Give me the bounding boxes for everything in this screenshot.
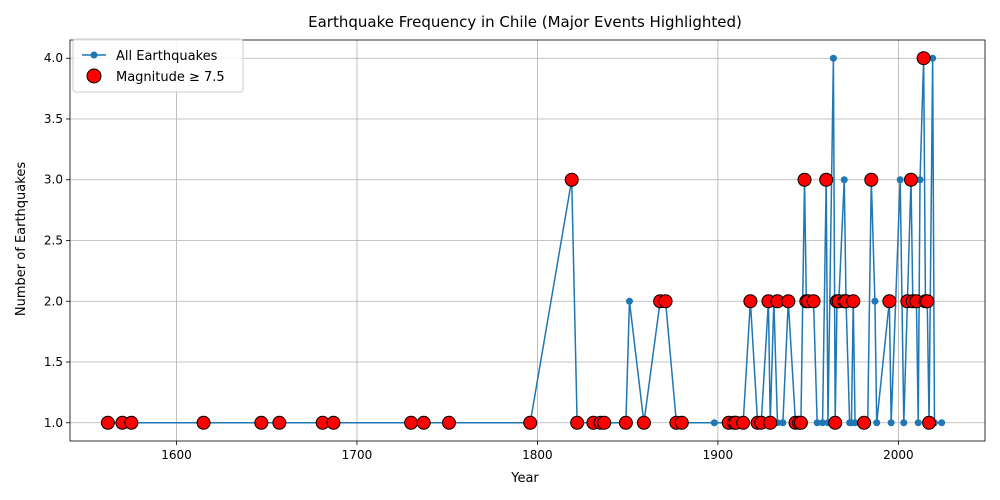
x-tick-label: 1900 [703, 448, 734, 462]
major-event-marker [674, 415, 689, 430]
major-event-marker [828, 415, 843, 430]
x-axis-ticks: 1600 1700 1800 1900 2000 [161, 441, 914, 462]
major-event-marker [793, 415, 808, 430]
data-point-all-earthquakes [710, 419, 718, 427]
y-tick-label: 2.0 [44, 294, 63, 308]
major-event-marker [597, 415, 612, 430]
data-point-all-earthquakes [873, 419, 881, 427]
major-event-marker [806, 294, 821, 309]
major-event-marker [864, 172, 879, 187]
legend-label-all: All Earthquakes [116, 49, 218, 64]
y-tick-label: 1.0 [44, 416, 63, 430]
y-tick-label: 4.0 [44, 51, 63, 65]
major-event-marker [124, 415, 139, 430]
data-point-all-earthquakes [916, 176, 924, 184]
data-point-all-earthquakes [813, 419, 821, 427]
y-axis-label: Number of Earthquakes [14, 162, 29, 316]
y-tick-label: 3.0 [44, 173, 63, 187]
major-event-marker [904, 172, 919, 187]
x-tick-label: 1700 [342, 448, 373, 462]
x-axis-label: Year [510, 471, 539, 486]
legend: All Earthquakes Magnitude ≥ 7.5 [72, 38, 244, 93]
x-tick-label: 1800 [522, 448, 553, 462]
data-point-all-earthquakes [896, 176, 904, 184]
major-event-marker [857, 415, 872, 430]
major-event-marker [882, 294, 897, 309]
major-event-marker [523, 415, 538, 430]
major-event-marker [196, 415, 211, 430]
major-event-marker [743, 294, 758, 309]
data-point-all-earthquakes [929, 54, 937, 62]
major-event-marker [920, 294, 935, 309]
y-tick-label: 1.5 [44, 355, 63, 369]
major-event-marker [404, 415, 419, 430]
data-point-all-earthquakes [829, 54, 837, 62]
x-tick-label: 2000 [883, 448, 914, 462]
data-point-all-earthquakes [914, 419, 922, 427]
data-point-all-earthquakes [625, 297, 633, 305]
major-event-marker [326, 415, 341, 430]
data-point-all-earthquakes [871, 297, 879, 305]
chart-title: Earthquake Frequency in Chile (Major Eve… [308, 13, 742, 31]
legend-label-major: Magnitude ≥ 7.5 [116, 70, 225, 85]
major-event-marker [763, 415, 778, 430]
data-point-all-earthquakes [887, 419, 895, 427]
y-tick-label: 2.5 [44, 234, 63, 248]
data-point-all-earthquakes [819, 419, 827, 427]
legend-box [72, 38, 244, 93]
legend-major-swatch [86, 68, 102, 84]
major-event-marker [618, 415, 633, 430]
major-event-marker [781, 294, 796, 309]
x-tick-label: 1600 [161, 448, 192, 462]
data-point-all-earthquakes [779, 419, 787, 427]
legend-point-swatch [90, 51, 98, 59]
data-point-all-earthquakes [840, 176, 848, 184]
plot-area [100, 51, 946, 430]
major-event-marker [658, 294, 673, 309]
y-axis-ticks: 1.0 1.5 2.0 2.5 3.0 3.5 4.0 [44, 51, 70, 430]
y-tick-label: 3.5 [44, 112, 63, 126]
major-event-marker [441, 415, 456, 430]
major-event-marker [416, 415, 431, 430]
major-event-marker [100, 415, 115, 430]
data-point-all-earthquakes [851, 419, 859, 427]
major-event-marker [272, 415, 287, 430]
major-event-marker [736, 415, 751, 430]
major-event-marker [846, 294, 861, 309]
major-event-marker [797, 172, 812, 187]
major-event-marker [916, 51, 931, 66]
major-event-marker [819, 172, 834, 187]
major-event-marker [570, 415, 585, 430]
major-event-marker [564, 172, 579, 187]
major-event-marker [254, 415, 269, 430]
major-event-marker [636, 415, 651, 430]
data-point-all-earthquakes [938, 419, 946, 427]
major-event-marker [922, 415, 937, 430]
data-point-all-earthquakes [900, 419, 908, 427]
